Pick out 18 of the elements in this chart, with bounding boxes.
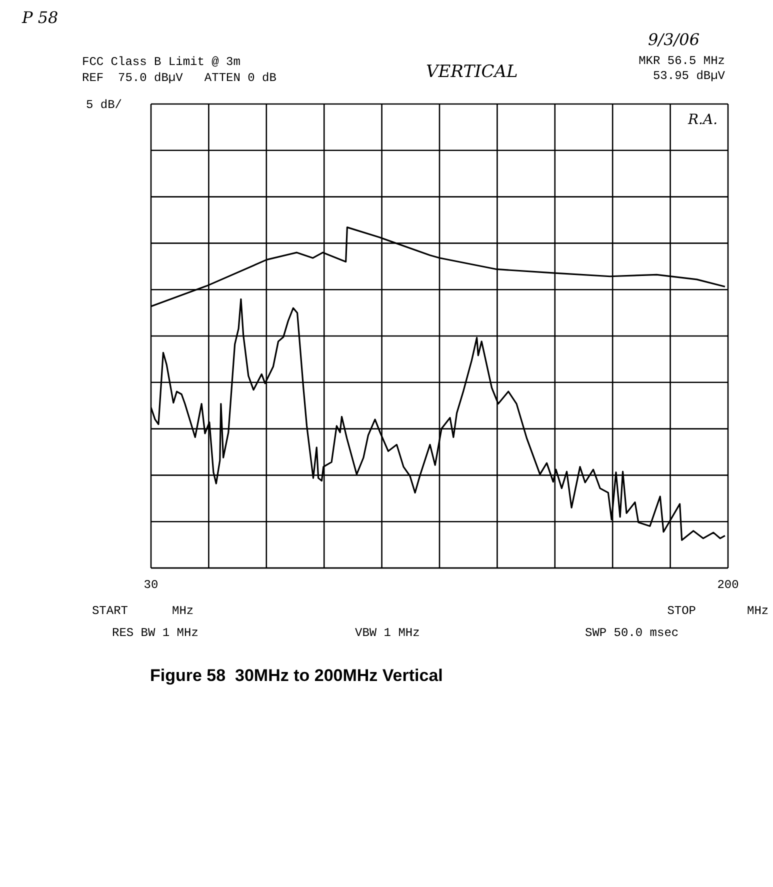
text: MKR 56.5 MHz 53.95 dBµV	[638, 54, 725, 84]
text: VBW 1 MHz	[355, 626, 420, 641]
text: MHz	[747, 604, 769, 619]
text: VERTICAL	[426, 62, 518, 84]
chart-title: FCC Class B Limit @ 3m	[82, 55, 240, 69]
caption: Figure 58 30MHz to 200MHz Vertical	[150, 665, 443, 686]
text: SWP 50.0 msec	[585, 626, 679, 641]
text: R.A.	[688, 112, 718, 130]
text: RES BW 1 MHz	[112, 626, 198, 641]
x-tick-label: 30	[144, 578, 158, 592]
text: P 58	[22, 8, 58, 28]
text: 5 dB/	[86, 98, 122, 113]
text: START	[92, 604, 128, 619]
x-tick-label: 200	[717, 578, 739, 592]
text: REF 75.0 dBµV ATTEN 0 dB	[82, 71, 276, 86]
text: STOP	[667, 604, 696, 619]
text: MHz	[172, 604, 194, 619]
text: 9/3/06	[648, 30, 700, 50]
